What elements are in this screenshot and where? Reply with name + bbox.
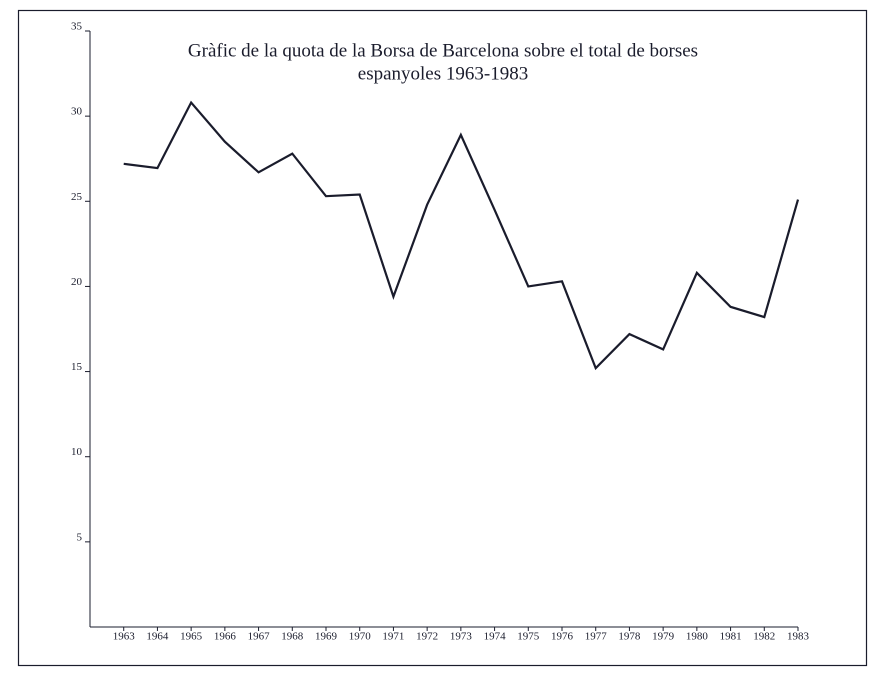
x-tick-label: 1980 [686,631,709,643]
chart-title: espanyoles 1963-1983 [358,63,528,84]
x-tick-label: 1981 [720,631,742,643]
y-tick-label: 20 [71,276,83,288]
x-tick-label: 1965 [180,631,203,643]
y-tick-label: 5 [77,531,83,543]
y-tick-label: 25 [71,191,83,203]
y-tick-label: 10 [71,446,83,458]
x-tick-label: 1972 [416,631,438,643]
frame [17,9,868,667]
x-tick-label: 1968 [281,631,304,643]
x-tick-label: 1971 [382,631,404,643]
y-tick-label: 35 [71,21,83,33]
chart-title: Gràfic de la quota de la Borsa de Barcel… [188,40,698,61]
x-tick-label: 1963 [113,631,136,643]
x-tick-label: 1964 [146,631,169,643]
x-tick-label: 1973 [450,631,473,643]
x-tick-label: 1970 [349,631,372,643]
x-tick-label: 1966 [214,631,237,643]
y-tick-label: 15 [71,361,83,373]
x-tick-label: 1983 [787,631,810,643]
x-tick-label: 1979 [652,631,675,643]
x-tick-label: 1967 [248,631,271,643]
x-tick-label: 1978 [618,631,641,643]
x-tick-label: 1974 [484,631,507,643]
x-tick-label: 1969 [315,631,338,643]
x-tick-label: 1976 [551,631,574,643]
line-series [123,100,800,371]
x-tick-label: 1982 [753,631,775,643]
x-tick-label: 1975 [517,631,540,643]
x-tick-label: 1977 [585,631,608,643]
y-tick-label: 30 [71,106,83,118]
